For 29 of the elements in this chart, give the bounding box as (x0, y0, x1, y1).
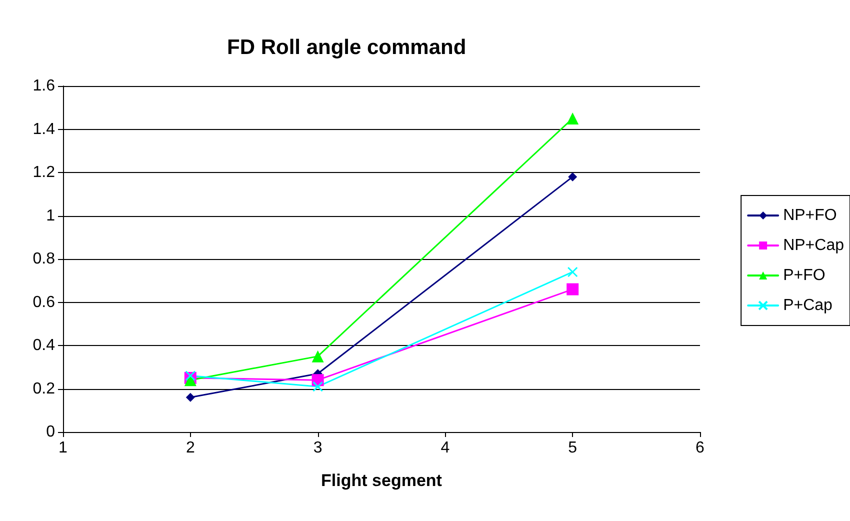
y-tick-label: 0 (46, 424, 56, 440)
y-tick-label: 0.8 (32, 250, 56, 268)
y-tick-label: 1.2 (32, 164, 56, 181)
point (185, 370, 196, 382)
point (186, 392, 195, 402)
point (566, 112, 579, 124)
legend-label: P+Cap (783, 297, 833, 314)
point (567, 266, 578, 278)
x-tick-label: 3 (313, 440, 322, 456)
x-tick-label: 1 (58, 440, 68, 456)
x-tick-label: 6 (696, 440, 705, 456)
y-tick-label: 1.6 (32, 78, 56, 94)
y-tick-label: 1 (46, 207, 56, 224)
point (568, 172, 578, 182)
x-tick-label: 2 (186, 440, 195, 456)
y-tick-label: 0.2 (32, 380, 56, 398)
legend-label: NP+Cap (783, 237, 844, 254)
point (566, 283, 579, 296)
y-tick-label: 0.6 (32, 294, 56, 311)
x-tick-label: 4 (440, 440, 450, 456)
y-tick-label: 1.4 (32, 120, 56, 138)
point (312, 350, 324, 362)
y-tick-label: 0.4 (32, 337, 56, 354)
chart-title: FD Roll angle command (227, 36, 466, 59)
legend-label: P+FO (783, 267, 826, 284)
legend-label: NP+FO (783, 207, 837, 224)
point (312, 381, 324, 392)
x-axis-title: Flight segment (321, 471, 442, 490)
x-tick-label: 5 (568, 440, 578, 456)
